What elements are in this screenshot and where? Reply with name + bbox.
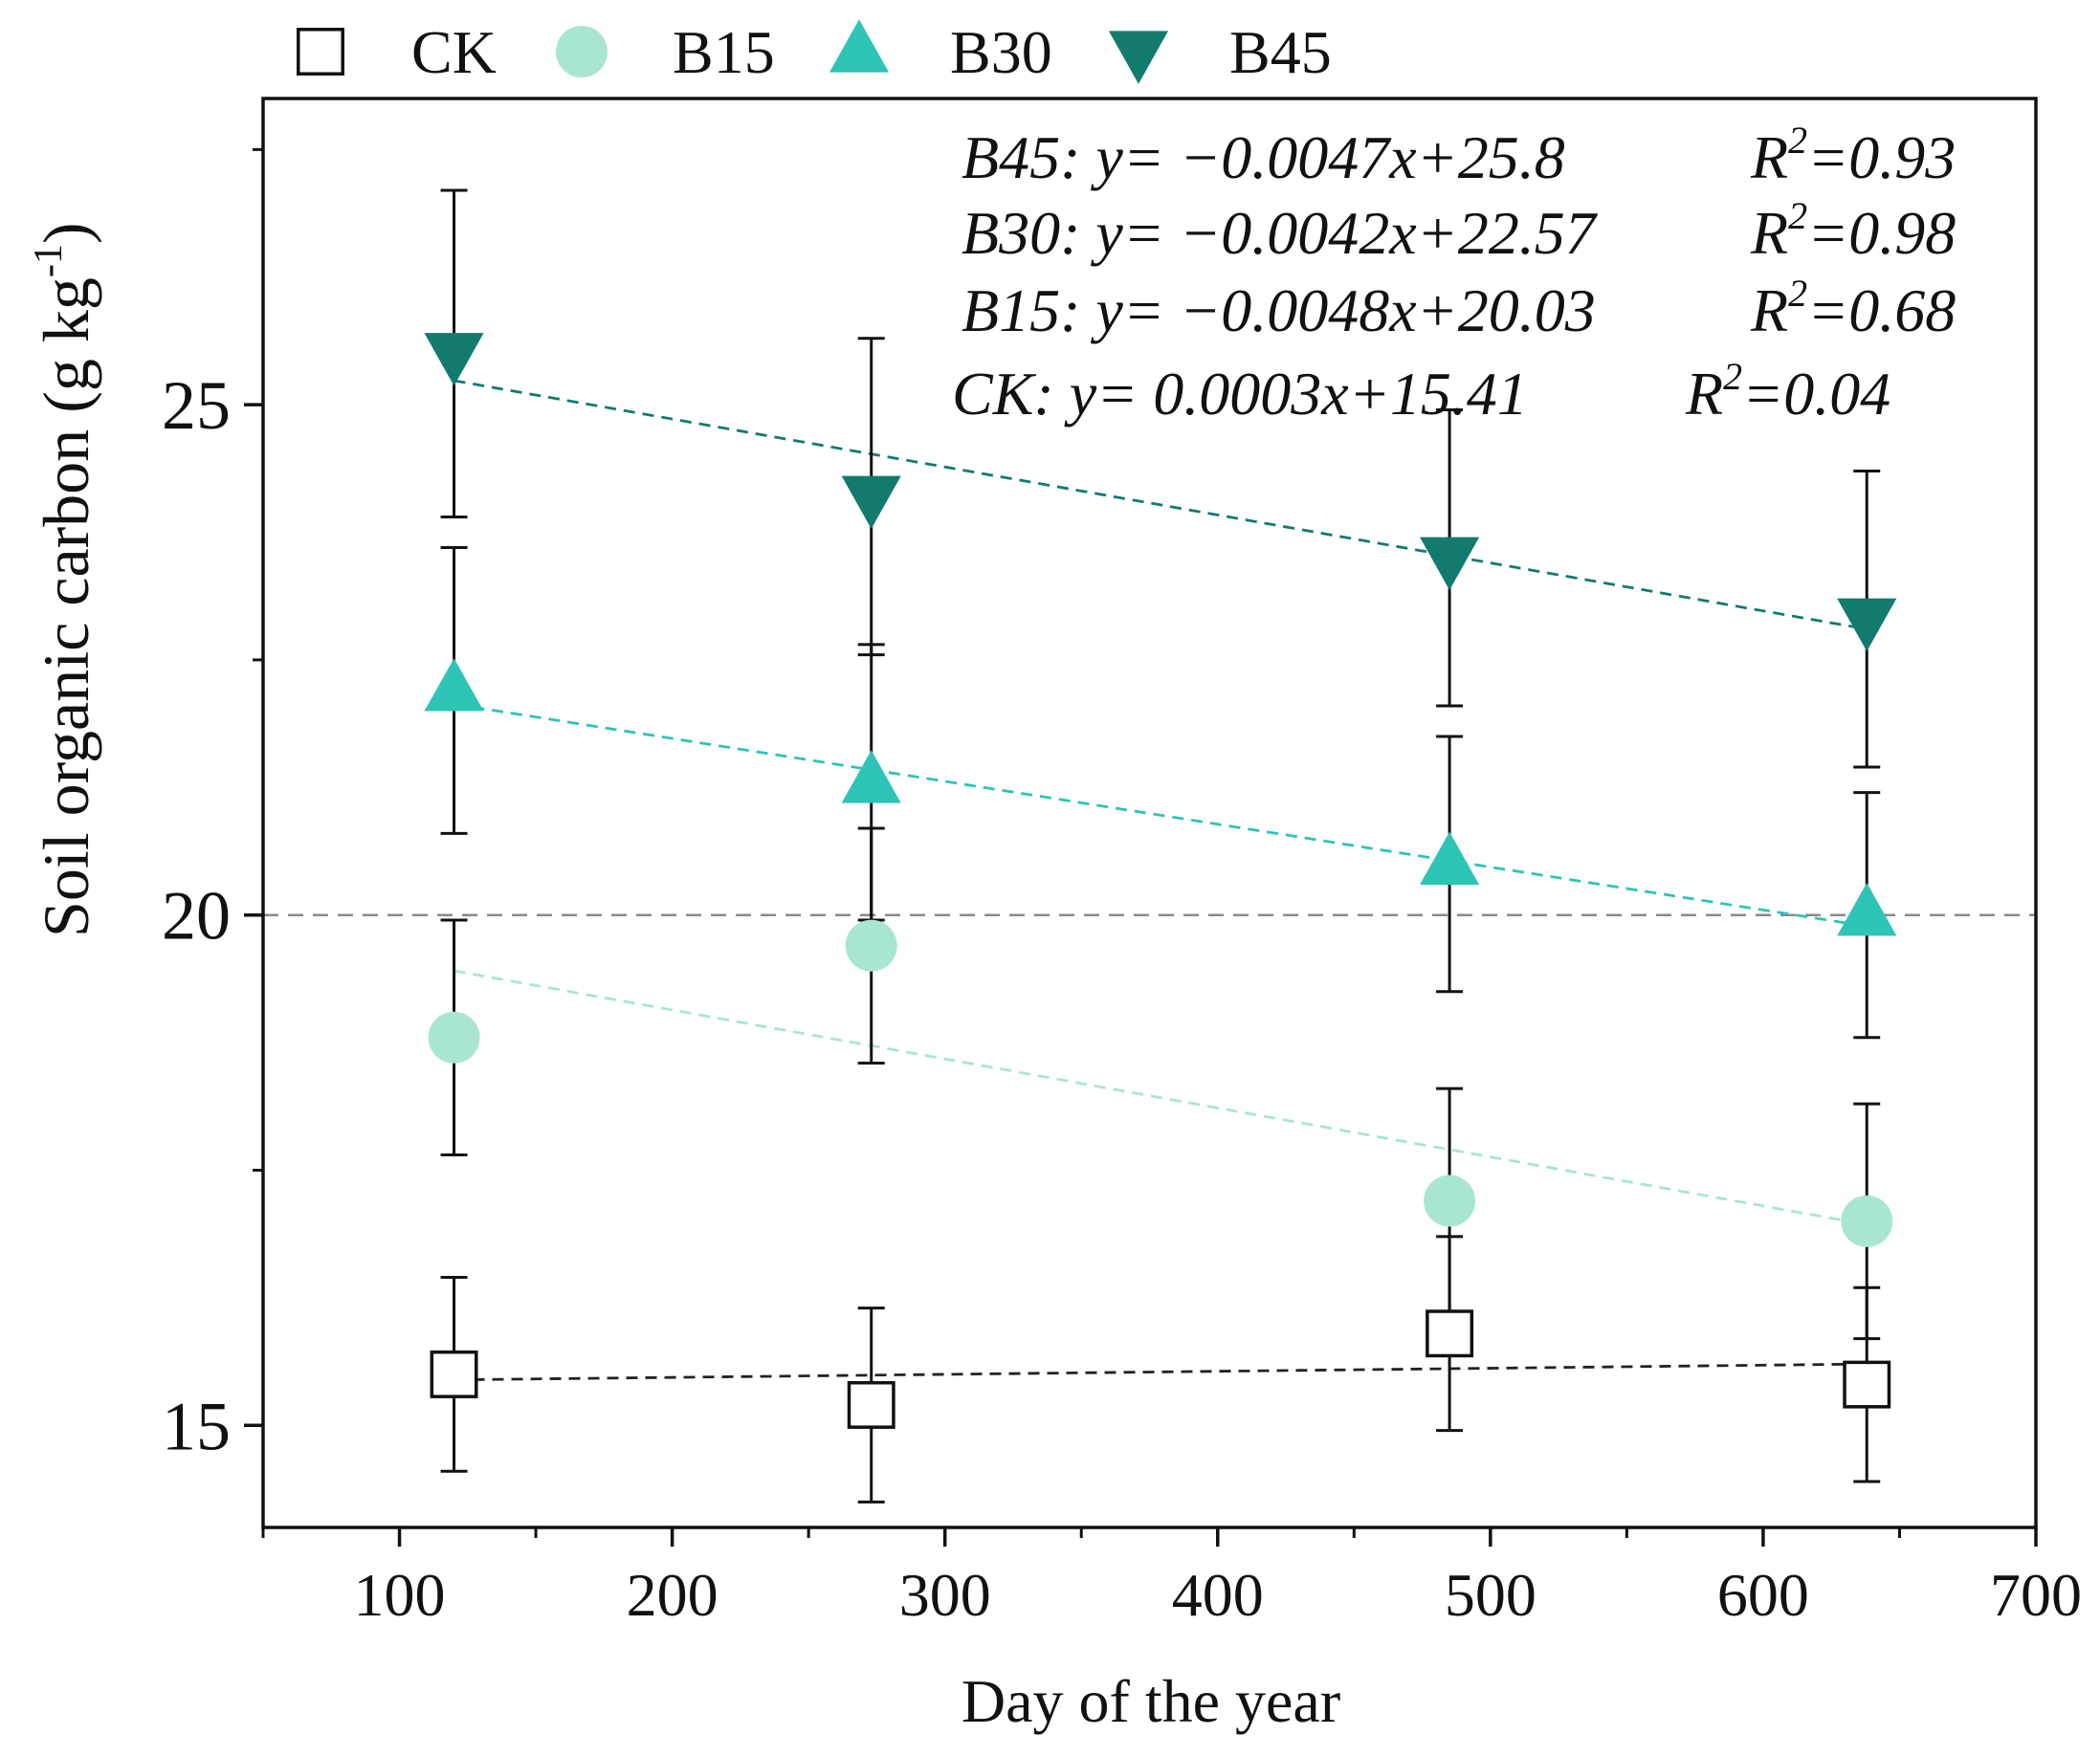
equation-ck-formula: CK: y= 0.0003x+15.41 bbox=[952, 360, 1528, 428]
legend-label-b45: B45 bbox=[1229, 18, 1332, 86]
fit-line-b15 bbox=[453, 969, 1868, 1226]
y-tick-label: 20 bbox=[162, 878, 231, 955]
equation-b15-r-sup: 2 bbox=[1788, 272, 1807, 315]
point-ck bbox=[1426, 1309, 1474, 1358]
equation-b30-r: R bbox=[1750, 199, 1788, 267]
equation-b45: B45: y= −0.0047x+25.8 R2=0.93 bbox=[962, 119, 1956, 191]
equation-b45-r: R bbox=[1750, 123, 1788, 191]
y-tick-label: 25 bbox=[162, 367, 231, 444]
equation-b45-r-value: =0.93 bbox=[1807, 123, 1956, 191]
x-axis-title: Day of the year bbox=[962, 1667, 1340, 1735]
equation-b15-formula: B15: y= −0.0048x+20.03 bbox=[962, 276, 1596, 344]
x-tick-label: 500 bbox=[1445, 1561, 1536, 1629]
point-b15 bbox=[1424, 1175, 1476, 1227]
legend-marker-b15 bbox=[556, 26, 608, 77]
point-b45 bbox=[1420, 537, 1480, 590]
y-axis-title: Soil organic carbon (g kg-1) bbox=[27, 222, 102, 937]
axes-layer: 100 200 300 400 500 600 700 15 20 25 bbox=[162, 147, 2082, 1629]
data-points-layer bbox=[424, 333, 1897, 1429]
point-b15 bbox=[1841, 1195, 1893, 1247]
point-b30 bbox=[1420, 831, 1480, 885]
y-axis-title-main: Soil organic carbon (g kg bbox=[30, 277, 102, 937]
fit-line-b45 bbox=[453, 379, 1868, 631]
equation-ck-r-value: =0.04 bbox=[1742, 360, 1890, 428]
point-ck bbox=[430, 1350, 478, 1398]
point-ck bbox=[1843, 1360, 1891, 1409]
point-b45 bbox=[841, 475, 901, 529]
fit-lines-layer bbox=[453, 379, 1868, 1382]
x-tick-label: 300 bbox=[899, 1561, 991, 1629]
legend: CK B15 B30 B45 bbox=[297, 18, 1332, 86]
legend-label-ck: CK bbox=[411, 18, 497, 86]
equation-b15: B15: y= −0.0048x+20.03 R2=0.68 bbox=[962, 272, 1956, 344]
point-b30 bbox=[1837, 882, 1897, 936]
x-tick-label: 400 bbox=[1172, 1561, 1264, 1629]
equation-b30-r-sup: 2 bbox=[1788, 194, 1807, 237]
regression-equations: B45: y= −0.0047x+25.8 R2=0.93 B30: y= −0.… bbox=[952, 119, 1956, 428]
equation-b30: B30: y= −0.0042x+22.57 R2=0.98 bbox=[962, 194, 1956, 267]
fit-line-ck bbox=[453, 1362, 1868, 1382]
equation-b45-formula: B45: y= −0.0047x+25.8 bbox=[962, 123, 1565, 191]
x-tick-label: 700 bbox=[1990, 1561, 2082, 1629]
point-ck bbox=[847, 1380, 895, 1429]
point-b15 bbox=[845, 919, 897, 972]
equation-b45-r-sup: 2 bbox=[1788, 119, 1807, 162]
equation-ck-r-sup: 2 bbox=[1723, 355, 1742, 398]
point-b15 bbox=[428, 1011, 480, 1064]
plot-frame bbox=[261, 97, 2038, 1529]
legend-marker-b30 bbox=[829, 19, 890, 73]
y-tick-label: 15 bbox=[162, 1388, 231, 1464]
x-tick-label: 600 bbox=[1717, 1561, 1809, 1629]
equation-b30-formula: B30: y= −0.0042x+22.57 bbox=[962, 199, 1599, 267]
equation-b15-r-value: =0.68 bbox=[1807, 276, 1956, 344]
equation-ck-r: R bbox=[1685, 360, 1723, 428]
x-tick-label: 200 bbox=[627, 1561, 718, 1629]
legend-label-b15: B15 bbox=[673, 18, 775, 86]
point-b45 bbox=[1837, 598, 1897, 651]
equation-b30-r-value: =0.98 bbox=[1807, 199, 1956, 267]
legend-marker-b45 bbox=[1108, 31, 1169, 84]
equation-b15-r: R bbox=[1750, 276, 1788, 344]
legend-marker-ck bbox=[297, 28, 344, 76]
y-axis-title-superscript: -1 bbox=[27, 244, 71, 277]
point-b45 bbox=[424, 333, 484, 386]
equation-ck: CK: y= 0.0003x+15.41 R2=0.04 bbox=[952, 355, 1890, 428]
point-b30 bbox=[424, 658, 484, 712]
legend-label-b30: B30 bbox=[950, 18, 1052, 86]
x-tick-label: 100 bbox=[354, 1561, 446, 1629]
y-axis-title-close: ) bbox=[30, 222, 102, 244]
point-b30 bbox=[841, 750, 901, 803]
fit-line-b30 bbox=[453, 702, 1868, 928]
